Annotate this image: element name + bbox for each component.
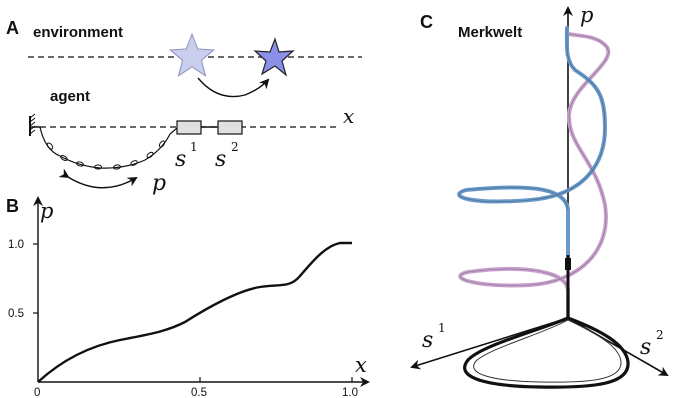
- panel-b: B p x 1.0 0.5 0 0.5 1.0: [6, 196, 370, 398]
- merkwelt-title: Merkwelt: [458, 24, 522, 41]
- base-loop-inner: [473, 319, 622, 383]
- s1-sup-a: 1: [190, 140, 198, 154]
- x-tick-label: 0: [34, 387, 40, 398]
- stem-marker: [565, 258, 571, 270]
- wall-hatching: [29, 113, 36, 135]
- star-transition-arrow: [197, 77, 270, 98]
- s2-sup-a: 2: [231, 140, 239, 154]
- y-tick-label: 1.0: [8, 239, 24, 251]
- light-star: [168, 32, 216, 77]
- s1-label-a: s: [175, 147, 186, 172]
- spring-coils: [46, 140, 166, 170]
- x-tick-label: 1.0: [342, 387, 358, 398]
- panel-a-letter: A: [6, 18, 19, 38]
- x-axis-label-b: x: [355, 353, 367, 377]
- p-of-x-curve: [37, 241, 352, 383]
- s2-axis-sup-c: 2: [656, 328, 664, 342]
- panel-a: A environment agent x: [6, 18, 362, 196]
- environment-label: environment: [33, 24, 123, 41]
- s2-axis-label-c: s: [640, 335, 651, 360]
- y-tick-label: 0.5: [8, 308, 24, 320]
- s1-axis-sup-c: 1: [438, 321, 446, 335]
- x-tick-label: 0.5: [191, 387, 207, 398]
- panel-c-letter: C: [420, 12, 433, 32]
- sensor-s2: [217, 120, 243, 135]
- blue-helix-edge: [458, 27, 606, 211]
- blue-helix: [457, 26, 608, 260]
- s1-axis-label-c: s: [422, 328, 433, 353]
- agent-label: agent: [50, 88, 90, 105]
- spring-tail: [39, 126, 178, 169]
- panel-c: C Merkwelt p s 1 s 2: [410, 3, 669, 389]
- x-label-a: x: [343, 104, 354, 128]
- sensor-s1: [176, 120, 202, 135]
- base-loop: [463, 316, 630, 389]
- swing-arrow: [58, 168, 138, 189]
- p-label-a: p: [152, 171, 166, 196]
- pink-helix-edge: [460, 33, 609, 291]
- s2-label-a: s: [215, 147, 226, 172]
- p-axis-label-b: p: [40, 199, 53, 223]
- panel-b-letter: B: [6, 196, 19, 216]
- dark-star: [253, 37, 295, 77]
- p-axis-label-c: p: [580, 3, 593, 27]
